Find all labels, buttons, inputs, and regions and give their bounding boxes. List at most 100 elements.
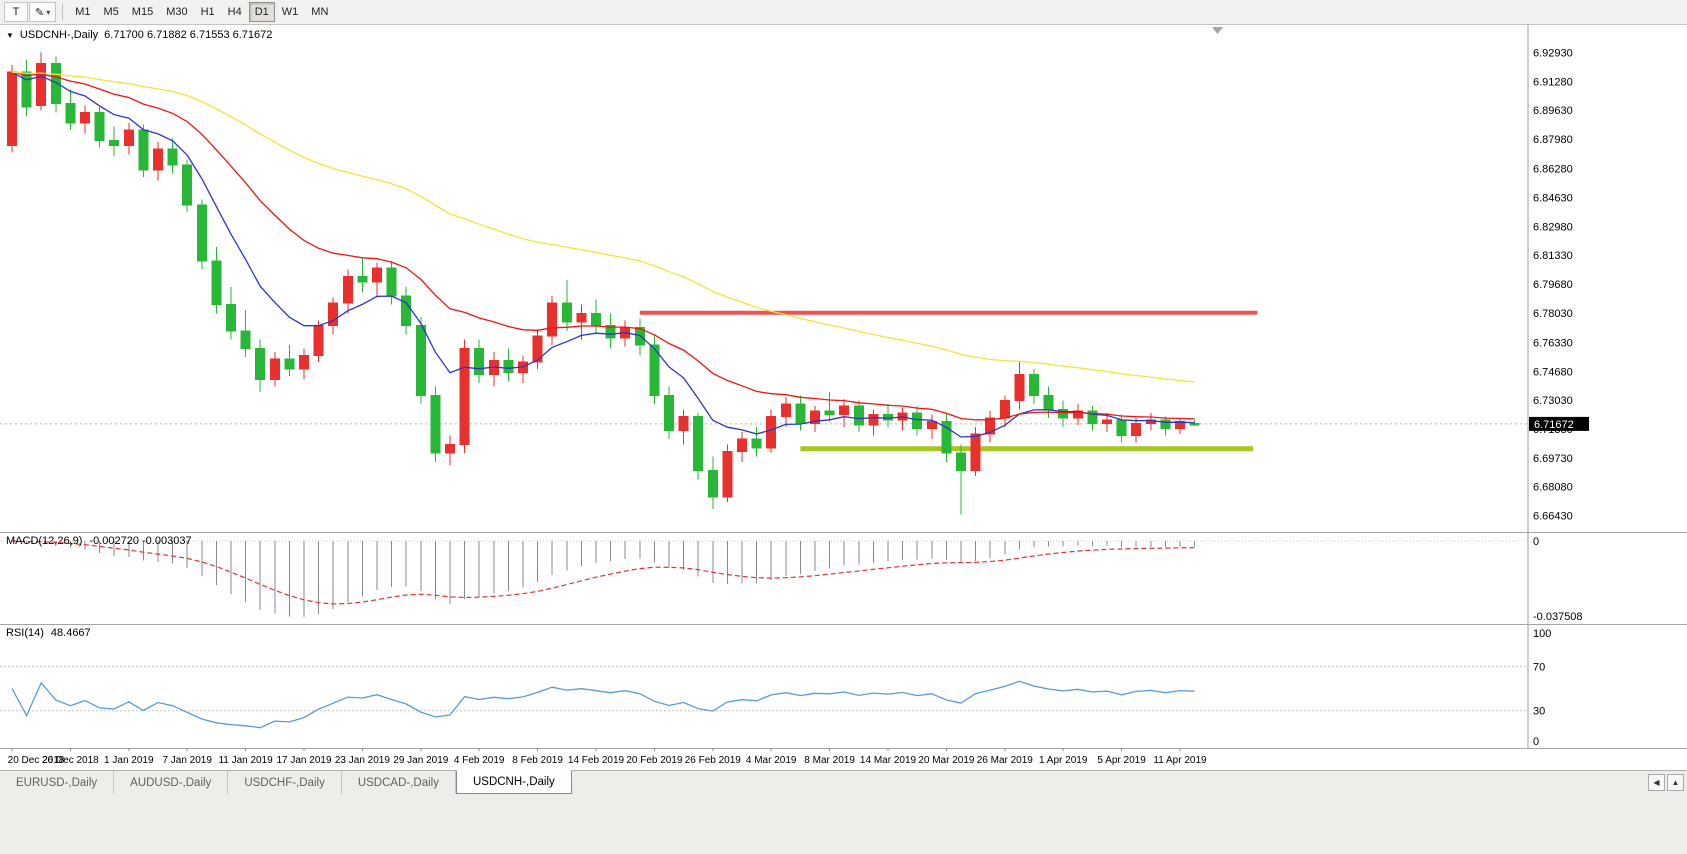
svg-text:20 Dec 2018: 20 Dec 2018 [8,755,65,766]
chart-header: ▼ USDCNH-,Daily 6.71700 6.71882 6.71553 … [6,29,272,41]
macd-histogram [26,541,1196,617]
tab-usdcnh[interactable]: USDCNH-,Daily [455,770,572,794]
chart-shift-marker[interactable] [1212,27,1223,34]
mid-ma [11,71,1195,421]
timeframe-button-h1[interactable]: H1 [200,6,215,18]
svg-text:20 Mar 2019: 20 Mar 2019 [918,755,975,766]
macd-signal-line [11,540,1195,605]
svg-text:0: 0 [1533,736,1539,748]
timeframe-button-d1[interactable]: D1 [248,2,275,22]
macd-name: MACD(12,26,9) [6,535,83,547]
svg-text:4 Mar 2019: 4 Mar 2019 [746,755,797,766]
macd-panel-canvas[interactable]: 0 -0.037508 [0,532,1687,624]
tab-usdchf[interactable]: USDCHF-,Daily [228,771,342,794]
timeframe-button-mn[interactable]: MN [311,6,329,18]
chart-tab-bar: EURUSD-,Daily AUDUSD-,Daily USDCHF-,Daily U… [0,770,1687,794]
main-chart-canvas[interactable]: 6.92930 6.91280 6.89630 6.87980 6.86280 6.846… [0,25,1687,532]
svg-text:6.68080: 6.68080 [1533,482,1573,494]
left-triangle-icon: ◀ [1653,778,1660,787]
svg-text:14 Mar 2019: 14 Mar 2019 [860,755,917,766]
svg-text:6.89630: 6.89630 [1533,105,1573,117]
svg-text:6.74680: 6.74680 [1533,366,1573,378]
svg-text:6.71672: 6.71672 [1534,419,1574,431]
timeframe-button-m5[interactable]: M5 [103,6,119,18]
svg-text:0: 0 [1533,536,1539,548]
svg-text:29 Jan 2019: 29 Jan 2019 [393,755,448,766]
svg-text:6.84630: 6.84630 [1533,192,1573,204]
rsi-panel-canvas[interactable]: 100 70 30 0 [0,624,1687,748]
pencil-icon: ✎ [35,6,45,19]
current-price-badge [1529,416,1589,431]
tab-usdcad[interactable]: USDCAD-,Daily [341,771,456,794]
chart-ohlc-values: 6.71700 6.71882 6.71553 6.71672 [104,29,273,41]
svg-text:11 Apr 2019: 11 Apr 2019 [1153,755,1207,766]
chevron-down-icon: ▾ [46,7,51,17]
svg-text:70: 70 [1533,661,1545,673]
tab-audusd[interactable]: AUDUSD-,Daily [114,771,229,794]
fast-ma [11,71,1195,438]
svg-text:11 Jan 2019: 11 Jan 2019 [218,755,273,766]
svg-text:6.86280: 6.86280 [1533,164,1573,176]
timeframe-button-h4[interactable]: H4 [227,6,242,18]
svg-text:14 Feb 2019: 14 Feb 2019 [568,755,625,766]
cursor-tool-button[interactable]: T [4,2,28,22]
rsi-line [11,680,1195,729]
svg-text:6.92930: 6.92930 [1533,47,1573,59]
svg-text:26 Mar 2019: 26 Mar 2019 [977,755,1034,766]
svg-text:26 Dec 2018: 26 Dec 2018 [42,755,99,766]
slow-ma [11,71,1195,383]
moving-average-lines [11,71,1195,438]
svg-text:1 Jan 2019: 1 Jan 2019 [104,755,154,766]
macd-indicator-label: MACD(12,26,9) -0.002720 -0.003037 [6,535,192,547]
up-triangle-icon: ▲ [1671,778,1680,787]
rsi-value: 48.4667 [50,627,91,639]
chart-tabs: EURUSD-,Daily AUDUSD-,Daily USDCHF-,Daily U… [0,770,572,794]
svg-text:6.82980: 6.82980 [1533,221,1573,233]
svg-text:17 Jan 2019: 17 Jan 2019 [276,755,331,766]
svg-text:8 Mar 2019: 8 Mar 2019 [804,755,855,766]
svg-text:6.78030: 6.78030 [1533,308,1573,320]
price-axis[interactable]: 6.92930 6.91280 6.89630 6.87980 6.86280 6.846… [1527,25,1589,532]
svg-text:4 Feb 2019: 4 Feb 2019 [454,755,505,766]
svg-text:23 Jan 2019: 23 Jan 2019 [335,755,390,766]
timeframe-button-m30[interactable]: M30 [166,6,188,18]
tab-scroll-buttons: ◀ ▲ [1648,774,1684,791]
tab-scroll-up-button[interactable]: ▲ [1667,774,1684,791]
svg-text:6.73030: 6.73030 [1533,395,1573,407]
candles [7,52,1200,515]
svg-text:6.79680: 6.79680 [1533,279,1573,291]
svg-text:30: 30 [1533,706,1545,718]
top-toolbar: T ✎ ▾ M1 M5 M15 M30 H1 H4 D1 W1 MN [0,0,1687,25]
svg-text:26 Feb 2019: 26 Feb 2019 [685,755,742,766]
cursor-tool-icon: T [12,6,20,18]
horizontal-lines [639,310,1258,452]
svg-text:1 Apr 2019: 1 Apr 2019 [1039,755,1088,766]
macd-values: -0.002720 -0.003037 [89,535,192,547]
chart-menu-icon[interactable]: ▼ [6,30,14,40]
toolbar-separator [62,3,64,21]
svg-text:6.81330: 6.81330 [1533,250,1573,262]
rsi-name: RSI(14) [6,627,44,639]
rsi-indicator-label: RSI(14) 48.4667 [6,627,91,639]
status-area [0,794,1687,854]
draw-tool-button[interactable]: ✎ ▾ [29,2,57,22]
svg-text:20 Feb 2019: 20 Feb 2019 [626,755,683,766]
timeframe-button-m1[interactable]: M1 [75,6,91,18]
tab-eurusd[interactable]: EURUSD-,Daily [0,771,115,794]
svg-text:6.87980: 6.87980 [1533,134,1573,146]
svg-text:8 Feb 2019: 8 Feb 2019 [512,755,563,766]
svg-text:-0.037508: -0.037508 [1533,611,1583,623]
svg-text:7 Jan 2019: 7 Jan 2019 [162,755,212,766]
svg-text:6.66430: 6.66430 [1533,510,1573,522]
svg-text:6.76330: 6.76330 [1533,338,1573,350]
svg-text:6.91280: 6.91280 [1533,76,1573,88]
svg-text:5 Apr 2019: 5 Apr 2019 [1097,755,1146,766]
timeframe-button-w1[interactable]: W1 [281,6,299,18]
chart-symbol-label: USDCNH-,Daily [19,29,99,41]
timeframe-button-m15[interactable]: M15 [131,6,154,18]
svg-text:6.69730: 6.69730 [1533,453,1573,465]
tab-scroll-left-button[interactable]: ◀ [1648,774,1665,791]
